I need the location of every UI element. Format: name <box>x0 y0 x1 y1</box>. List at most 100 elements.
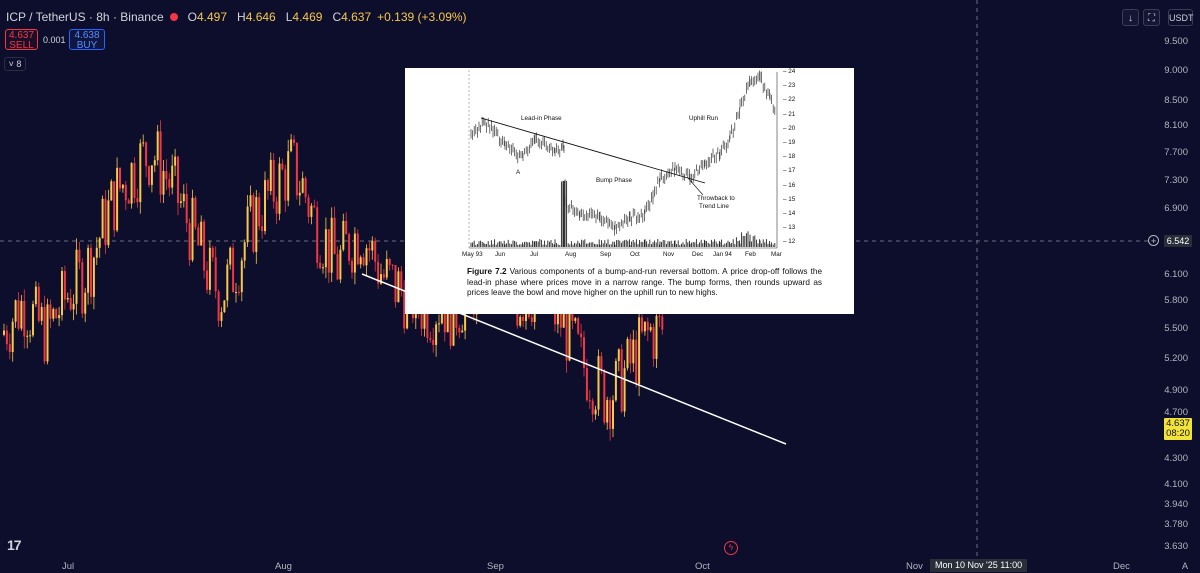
download-icon[interactable]: ↓ <box>1122 9 1139 26</box>
price-axis-label: 7.700 <box>1164 147 1188 158</box>
candle-up <box>220 312 223 321</box>
tradingview-logo[interactable]: 17 <box>7 537 22 553</box>
candle-down <box>577 318 580 334</box>
sell-button[interactable]: 4.637 SELL <box>5 29 38 51</box>
candle-down <box>203 221 206 271</box>
candle-up <box>101 198 104 239</box>
candle-up <box>371 240 374 251</box>
price-axis-label: 5.200 <box>1164 353 1188 364</box>
price-axis-label: 4.900 <box>1164 385 1188 396</box>
candle-down <box>194 197 197 228</box>
indicators-count: 8 <box>16 59 22 69</box>
add-alert-plus-icon[interactable]: + <box>1148 235 1159 246</box>
candle-up <box>626 338 629 369</box>
last-price-tag: 4.637 08:20 <box>1164 418 1192 440</box>
candle-up <box>200 221 203 246</box>
price-axis-label: 9.500 <box>1164 36 1188 47</box>
candle-down <box>382 274 385 278</box>
candle-down <box>104 198 107 246</box>
figure-ytick-label: – 17 <box>783 167 796 175</box>
candle-up <box>623 368 626 412</box>
candle-up <box>438 323 440 325</box>
candle-down <box>197 227 200 246</box>
candle-up <box>32 304 34 336</box>
candle-down <box>400 271 403 290</box>
candle-up <box>107 200 110 246</box>
price-axis-label: 6.900 <box>1164 203 1188 214</box>
candle-down <box>565 309 568 361</box>
candle-down <box>37 286 40 321</box>
candle-down <box>211 247 214 258</box>
candle-up <box>324 229 327 268</box>
candle-down <box>258 197 261 227</box>
buy-button[interactable]: 4.638 BUY <box>69 29 105 51</box>
lightning-icon[interactable]: ϟ <box>724 541 738 555</box>
chevron-down-icon: ˅ <box>8 59 14 69</box>
candle-up <box>84 292 87 314</box>
candle-up <box>322 267 324 269</box>
candle-down <box>661 316 664 330</box>
time-axis-label: Nov <box>906 561 923 572</box>
candle-down <box>272 159 275 202</box>
ohlc-open: O4.497 <box>187 10 228 24</box>
candle-down <box>185 193 188 224</box>
figure-month-label: Sep <box>600 251 612 258</box>
candle-down <box>313 205 316 208</box>
figure-ytick-label: – 18 <box>783 153 796 161</box>
candle-up <box>75 249 78 304</box>
caption-text: Various components of a bump-and-run rev… <box>467 267 822 298</box>
currency-selector[interactable]: USDT <box>1168 9 1194 26</box>
candle-down <box>319 262 322 269</box>
candle-down <box>145 142 148 167</box>
candle-down <box>261 226 264 232</box>
candle-up <box>298 192 301 196</box>
candle-down <box>43 307 46 362</box>
indicators-toggle[interactable]: ˅ 8 <box>4 57 26 71</box>
time-axis-label: Dec <box>1113 561 1130 572</box>
uphill-label: Uphill Run <box>689 115 719 122</box>
ohlc-close: C4.637 <box>332 10 372 24</box>
candle-down <box>432 339 435 345</box>
candle-down <box>5 330 8 345</box>
candle-down <box>133 163 136 199</box>
candle-up <box>153 160 156 166</box>
buy-label: BUY <box>76 40 98 51</box>
candle-down <box>443 309 446 333</box>
candle-down <box>127 200 130 204</box>
candle-down <box>188 223 191 261</box>
candle-down <box>307 197 310 217</box>
candle-up <box>240 260 243 293</box>
candle-up <box>226 264 229 301</box>
candle-up <box>278 163 281 214</box>
candle-up <box>116 167 119 231</box>
candle-down <box>641 317 643 332</box>
candle-down <box>17 300 20 329</box>
candle-down <box>113 181 116 231</box>
candle-up <box>26 335 29 337</box>
candle-up <box>649 327 652 331</box>
candle-down <box>580 333 583 338</box>
symbol-title[interactable]: ICP / TetherUS · 8h · Binance <box>6 10 164 24</box>
price-axis-label: 5.800 <box>1164 295 1188 306</box>
candle-up <box>110 181 113 201</box>
auto-scale-button[interactable]: A <box>1181 561 1188 571</box>
fullscreen-icon[interactable]: ⛶ <box>1143 9 1160 26</box>
candle-down <box>168 179 171 188</box>
candle-up <box>380 274 382 284</box>
candle-down <box>600 356 603 371</box>
throwback-label: Throwback to <box>697 195 735 202</box>
candle-down <box>23 300 26 337</box>
candle-up <box>310 205 313 217</box>
candle-up <box>359 257 362 265</box>
embedded-figure: Lead-in Phase Bump Phase Uphill Run Thro… <box>405 68 854 314</box>
point-a-label: A <box>516 169 521 176</box>
candle-down <box>629 338 632 364</box>
price-axis-label: 5.500 <box>1164 323 1188 334</box>
price-axis-label: 6.100 <box>1164 269 1188 280</box>
candle-down <box>368 248 371 251</box>
candle-down <box>177 156 179 203</box>
crosshair-price-label: 6.542 <box>1164 235 1192 247</box>
candle-up <box>638 317 641 385</box>
candle-down <box>394 265 397 303</box>
figure-month-label: Jul <box>530 251 539 258</box>
